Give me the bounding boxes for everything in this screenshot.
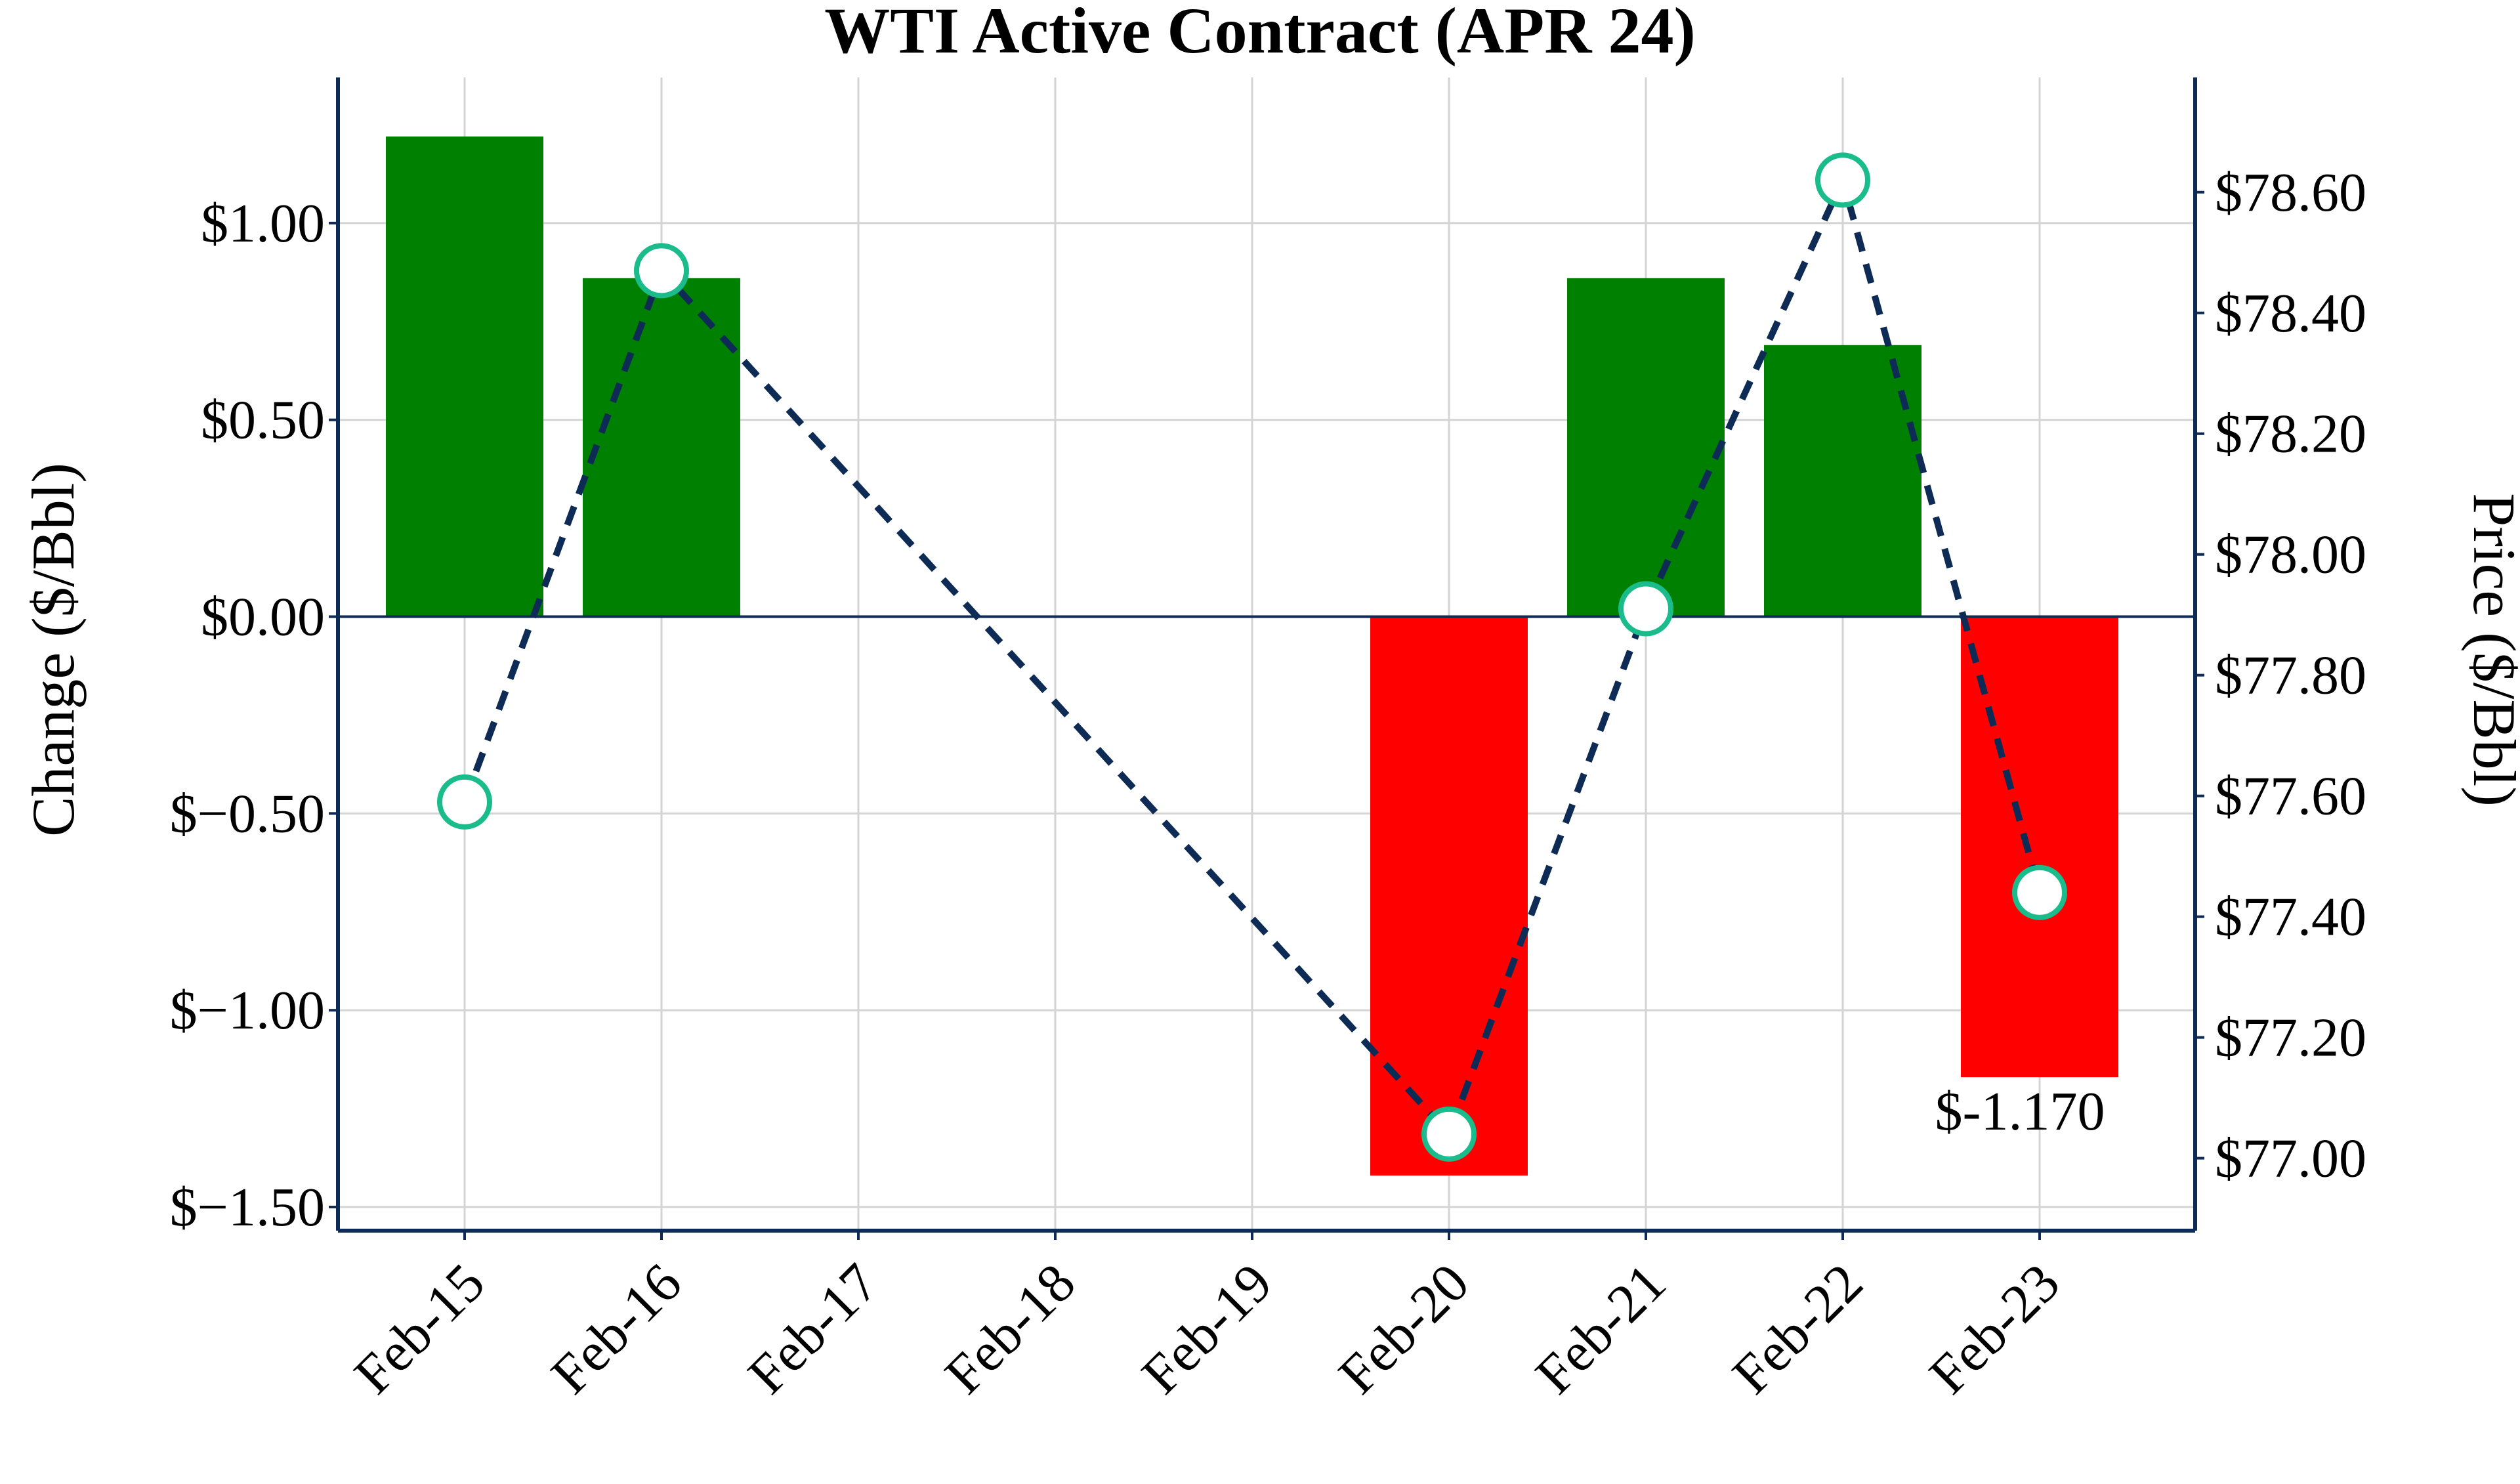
bar-feb-20: [1370, 616, 1528, 1176]
grid: [338, 77, 2195, 1231]
price-point-feb-21: [1618, 581, 1673, 637]
right-tick-label: $77.80: [2215, 645, 2366, 706]
price-point-feb-16: [634, 243, 689, 299]
x-tick-label-feb-17: Feb-17: [736, 1252, 890, 1406]
right-tick-label: $77.20: [2215, 1007, 2366, 1069]
x-tick-label-feb-18: Feb-18: [933, 1252, 1087, 1406]
right-tick-label: $77.40: [2215, 887, 2366, 948]
right-tick-label: $78.20: [2215, 404, 2366, 465]
x-tick-label-feb-23: Feb-23: [1918, 1252, 2071, 1406]
bar-value-annotation: $-1.170: [1935, 1081, 2105, 1142]
x-tick-label-feb-20: Feb-20: [1327, 1252, 1480, 1406]
x-tick-label-feb-16: Feb-16: [539, 1252, 693, 1406]
price-point-feb-15: [437, 774, 492, 830]
x-tick-label-feb-19: Feb-19: [1130, 1252, 1284, 1406]
bar-feb-21: [1567, 278, 1725, 617]
left-axis-label: Change ($/Bbl): [20, 463, 87, 837]
price-line-series: [461, 170, 2043, 1141]
right-tick-label: $77.00: [2215, 1128, 2366, 1189]
right-axis-ticks: $78.60 $78.40 $78.20 $78.00 $77.80 $77.60 $77.…: [2195, 162, 2366, 1189]
chart-title: WTI Active Contract (APR 24): [824, 0, 1696, 67]
right-tick-label: $78.60: [2215, 162, 2366, 223]
bar-feb-15: [386, 136, 543, 617]
right-tick-label: $78.00: [2215, 524, 2366, 585]
x-tick-label-feb-15: Feb-15: [343, 1252, 496, 1406]
left-tick-label: $0.50: [201, 390, 325, 451]
bar-feb-16: [583, 278, 740, 617]
price-line: [461, 170, 2043, 1141]
left-tick-label: $−0.50: [170, 783, 325, 844]
x-tick-label-feb-21: Feb-21: [1524, 1252, 1677, 1406]
x-tick-label-feb-22: Feb-22: [1721, 1252, 1874, 1406]
left-tick-label: $1.00: [201, 193, 325, 254]
price-point-feb-22: [1815, 152, 1870, 208]
x-axis-ticks: Feb-15 Feb-16 Feb-17 Feb-18 Feb-19 Feb-20 Feb-…: [343, 1231, 2071, 1406]
right-axis-label: Price ($/Bbl): [2461, 493, 2520, 807]
price-point-feb-23: [2012, 864, 2067, 920]
right-tick-label: $77.60: [2215, 766, 2366, 827]
bar-feb-22: [1764, 345, 1922, 617]
right-tick-label: $78.40: [2215, 283, 2366, 344]
left-axis-ticks: $1.00 $0.50 $0.00 $−0.50 $−1.00 $−1.50: [170, 193, 338, 1238]
price-markers: [437, 152, 2067, 1162]
left-tick-label: $−1.00: [170, 980, 325, 1041]
left-tick-label: $0.00: [201, 587, 325, 648]
axis-frame: [336, 77, 2197, 1233]
left-tick-label: $−1.50: [170, 1177, 325, 1238]
price-point-feb-20: [1421, 1106, 1477, 1162]
